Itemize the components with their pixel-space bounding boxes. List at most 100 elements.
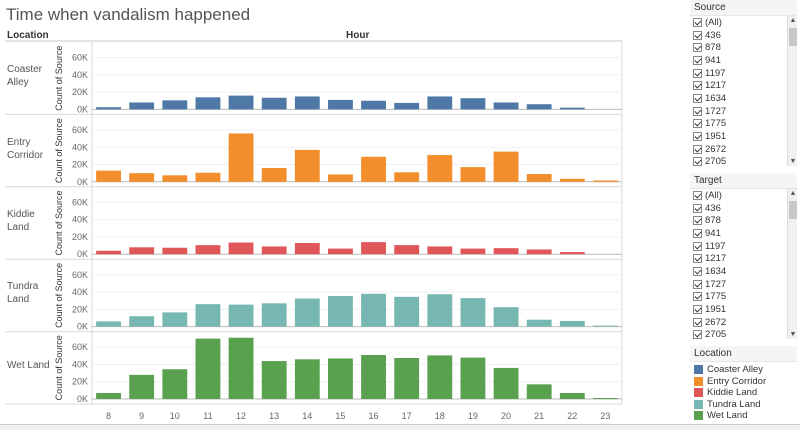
filter-item[interactable]: 1775 <box>690 291 786 304</box>
filter-item-label: 2705 <box>705 329 727 339</box>
checkbox-checked-icon[interactable] <box>693 43 702 53</box>
checkbox-checked-icon[interactable] <box>693 317 702 327</box>
filter-item[interactable]: 1634 <box>690 265 786 278</box>
scroll-thumb[interactable] <box>789 201 797 219</box>
filter-item-label: 1775 <box>705 118 727 130</box>
bar <box>526 174 552 182</box>
filter-item[interactable]: (All) <box>690 16 786 29</box>
checkbox-checked-icon[interactable] <box>693 55 702 65</box>
bar <box>427 246 453 255</box>
filter-item[interactable]: 436 <box>690 29 786 42</box>
legend-swatch <box>694 376 703 386</box>
bar <box>261 303 287 327</box>
legend-swatch <box>694 399 703 409</box>
scroll-down-icon[interactable]: ▼ <box>789 331 797 338</box>
legend-item[interactable]: Tundra Land <box>690 399 797 411</box>
checkbox-checked-icon[interactable] <box>693 144 702 154</box>
checkbox-checked-icon[interactable] <box>693 81 702 91</box>
filter-item[interactable]: 1951 <box>690 130 786 143</box>
filter-item[interactable]: 1727 <box>690 105 786 118</box>
checkbox-checked-icon[interactable] <box>693 157 702 166</box>
legend-item[interactable]: Kiddie Land <box>690 387 797 399</box>
scroll-up-icon[interactable]: ▲ <box>789 190 797 197</box>
checkbox-checked-icon[interactable] <box>693 106 702 116</box>
bar <box>328 99 353 110</box>
filter-item[interactable]: 1775 <box>690 118 786 131</box>
filter-item-label: 1951 <box>705 131 727 143</box>
y-tick-label: 60K <box>72 197 88 207</box>
y-tick-label: 0K <box>77 104 88 114</box>
filter-item[interactable]: 1197 <box>690 240 786 253</box>
bar <box>228 95 254 110</box>
y-tick-label: 20K <box>72 232 88 242</box>
checkbox-checked-icon[interactable] <box>693 254 702 264</box>
row-label: Entry Corridor <box>7 136 57 162</box>
filter-item[interactable]: (All) <box>690 189 786 202</box>
filter-item[interactable]: 1634 <box>690 92 786 105</box>
checkbox-checked-icon[interactable] <box>693 241 702 251</box>
chart-title: Time when vandalism happened <box>6 5 251 24</box>
checkbox-checked-icon[interactable] <box>693 330 702 339</box>
filter-item[interactable]: 941 <box>690 54 786 67</box>
y-axis-title: Count of Source <box>54 190 64 255</box>
bar <box>559 392 585 399</box>
bar <box>228 337 254 399</box>
scroll-thumb[interactable] <box>789 28 797 46</box>
checkbox-checked-icon[interactable] <box>693 68 702 78</box>
filter-item[interactable]: 878 <box>690 214 786 227</box>
x-tick-label: 19 <box>468 411 478 421</box>
legend-item[interactable]: Coaster Alley <box>690 364 797 376</box>
checkbox-checked-icon[interactable] <box>693 305 702 315</box>
bar <box>493 248 519 255</box>
filter-item[interactable]: 1217 <box>690 79 786 92</box>
y-tick-label: 0K <box>77 249 88 259</box>
bar <box>129 102 155 110</box>
checkbox-checked-icon[interactable] <box>693 132 702 142</box>
bar <box>294 359 320 399</box>
filter-item[interactable]: 2705 <box>690 329 786 339</box>
checkbox-checked-icon[interactable] <box>693 17 702 27</box>
y-tick-label: 60K <box>72 53 88 63</box>
bar <box>460 248 486 255</box>
bar <box>328 248 353 255</box>
checkbox-checked-icon[interactable] <box>693 279 702 289</box>
bar <box>328 295 353 327</box>
y-tick-label: 40K <box>72 142 88 152</box>
scroll-down-icon[interactable]: ▼ <box>789 158 797 165</box>
bar <box>460 357 486 399</box>
checkbox-checked-icon[interactable] <box>693 216 702 226</box>
checkbox-checked-icon[interactable] <box>693 292 702 302</box>
legend-item[interactable]: Entry Corridor <box>690 376 797 388</box>
source-scrollbar[interactable]: ▲ ▼ <box>787 16 797 166</box>
target-scrollbar[interactable]: ▲ ▼ <box>787 189 797 339</box>
bar <box>228 133 254 182</box>
checkbox-checked-icon[interactable] <box>693 190 702 200</box>
x-tick-label: 12 <box>236 411 246 421</box>
checkbox-checked-icon[interactable] <box>693 93 702 103</box>
checkbox-checked-icon[interactable] <box>693 119 702 129</box>
checkbox-checked-icon[interactable] <box>693 30 702 40</box>
checkbox-checked-icon[interactable] <box>693 228 702 238</box>
source-filter-title: Source <box>690 0 797 16</box>
scroll-up-icon[interactable]: ▲ <box>789 17 797 24</box>
row-label-line: Entry <box>7 136 31 148</box>
filter-item[interactable]: 1197 <box>690 67 786 80</box>
filter-item[interactable]: 2705 <box>690 156 786 166</box>
filter-item[interactable]: 1951 <box>690 303 786 316</box>
bar <box>195 245 221 255</box>
row-label-line: Alley <box>7 77 29 89</box>
filter-item[interactable]: 436 <box>690 202 786 215</box>
checkbox-checked-icon[interactable] <box>693 203 702 213</box>
filter-item[interactable]: 2672 <box>690 143 786 156</box>
checkbox-checked-icon[interactable] <box>693 266 702 276</box>
filter-item[interactable]: 2672 <box>690 316 786 329</box>
bar <box>195 97 221 110</box>
bar <box>593 180 618 182</box>
filter-item[interactable]: 1217 <box>690 252 786 265</box>
y-tick-label: 20K <box>72 87 88 97</box>
filter-item[interactable]: 878 <box>690 41 786 54</box>
bar <box>261 97 287 110</box>
filter-item[interactable]: 941 <box>690 227 786 240</box>
filter-item[interactable]: 1727 <box>690 278 786 291</box>
legend-item[interactable]: Wet Land <box>690 410 797 422</box>
